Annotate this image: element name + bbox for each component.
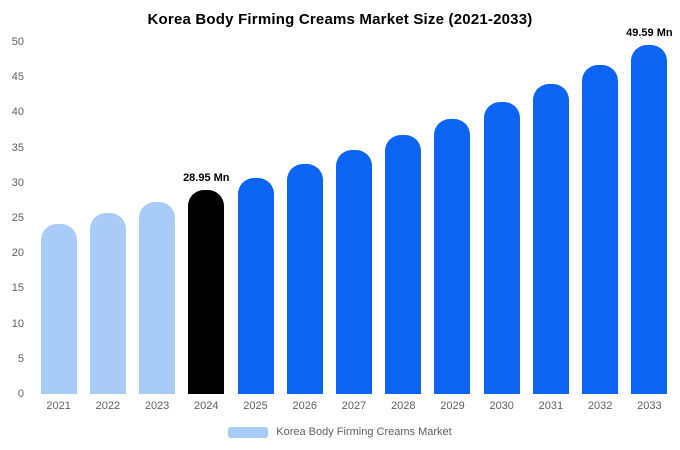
- annotation-2033: 49.59 Mn: [626, 26, 673, 39]
- x-label-2022: 2022: [95, 400, 121, 412]
- bar-2021[interactable]: [40, 223, 77, 394]
- bar-2027[interactable]: [336, 150, 372, 394]
- chart-title: Korea Body Firming Creams Market Size (2…: [147, 11, 533, 28]
- y-axis: 0 5 10 15 20 25 30 35 40 45 50: [0, 36, 28, 400]
- bar-2024[interactable]: [188, 190, 225, 394]
- y-tick-20: 20: [11, 247, 24, 260]
- x-label-2027: 2027: [341, 400, 367, 412]
- legend-swatch: [228, 426, 269, 438]
- bar-2026[interactable]: [286, 164, 323, 394]
- bar-2029[interactable]: [434, 119, 471, 394]
- x-label-2033: 2033: [637, 400, 662, 412]
- bar-2031[interactable]: [532, 84, 569, 394]
- y-tick-35: 35: [11, 141, 24, 154]
- y-tick-5: 5: [17, 352, 24, 365]
- x-label-2030: 2030: [489, 400, 514, 412]
- y-tick-40: 40: [11, 106, 24, 119]
- bar-2030[interactable]: [483, 102, 520, 394]
- x-label-2025: 2025: [243, 400, 268, 412]
- x-axis: 2021 2022 2023 2024 2025 2026 2027 2028 2029 2030…: [34, 400, 674, 416]
- x-label-2028: 2028: [390, 400, 416, 412]
- plot-area: 28.95 Mn 49.59 Mn: [34, 27, 674, 394]
- y-tick-30: 30: [11, 176, 24, 189]
- legend: Korea Body Firming Creams Market: [0, 426, 680, 438]
- x-label-2029: 2029: [440, 400, 465, 412]
- x-label-2032: 2032: [587, 400, 613, 412]
- bar-2025[interactable]: [237, 177, 274, 394]
- x-label-2031: 2031: [538, 400, 564, 412]
- bar-2033[interactable]: [631, 44, 668, 394]
- y-tick-0: 0: [17, 388, 24, 400]
- bar-2032[interactable]: [582, 65, 619, 394]
- y-tick-45: 45: [11, 71, 24, 84]
- x-label-2024: 2024: [194, 400, 219, 412]
- x-label-2026: 2026: [292, 400, 318, 412]
- x-label-2023: 2023: [144, 400, 170, 412]
- bar-2023[interactable]: [139, 202, 176, 394]
- y-tick-10: 10: [11, 317, 24, 330]
- bar-2028[interactable]: [385, 135, 422, 394]
- legend-label: Korea Body Firming Creams Market: [276, 426, 452, 438]
- y-tick-25: 25: [11, 212, 24, 224]
- y-tick-15: 15: [11, 282, 24, 295]
- y-tick-50: 50: [11, 36, 24, 48]
- x-label-2021: 2021: [46, 400, 71, 412]
- bar-2022[interactable]: [89, 213, 126, 394]
- annotation-2024: 28.95 Mn: [183, 172, 230, 185]
